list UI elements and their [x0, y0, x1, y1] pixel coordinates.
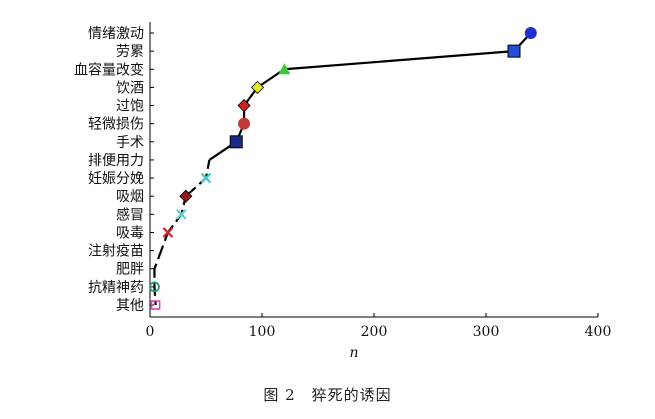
data-point-4 [237, 98, 251, 113]
data-point-5 [238, 117, 251, 130]
category-label-8: 妊娠分娩 [88, 171, 144, 187]
x-tick-label-1: 100 [249, 324, 276, 340]
category-label-15: 其他 [116, 298, 144, 314]
data-point-9 [179, 189, 193, 203]
data-point-15 [150, 300, 161, 310]
category-label-9: 吸烟 [116, 189, 144, 205]
plot-area: 情绪激动劳累血容量改变饮酒过饱轻微损伤手术排便用力妊娠分娩吸烟感冒吸毒注射疫苗肥… [74, 22, 611, 361]
data-point-3 [250, 80, 265, 94]
category-label-0: 情绪激动 [88, 25, 144, 42]
series-segment-1 [284, 50, 515, 71]
category-label-6: 手术 [116, 135, 144, 151]
category-label-5: 轻微损伤 [88, 117, 144, 133]
data-point-14 [149, 281, 160, 293]
data-point-6 [229, 135, 243, 149]
category-label-13: 肥胖 [116, 262, 144, 278]
data-point-10 [176, 209, 187, 220]
category-label-1: 劳累 [116, 44, 144, 60]
x-axis-title: n [349, 345, 358, 361]
data-point-8 [200, 172, 212, 184]
category-label-11: 吸毒 [116, 225, 144, 241]
category-label-2: 血容量改变 [74, 61, 144, 78]
category-label-12: 注射疫苗 [88, 244, 144, 260]
category-label-14: 抗精神药 [88, 280, 144, 296]
x-tick-label-3: 300 [473, 324, 500, 340]
figure-caption: 图 2 猝死的诱因 [263, 386, 392, 404]
category-label-4: 过饱 [116, 99, 144, 115]
x-tick-label-0: 0 [146, 324, 155, 340]
series-segment-12 [153, 250, 163, 270]
data-point-11 [162, 227, 174, 238]
series-segment-11 [160, 232, 169, 251]
series-segment-14 [153, 286, 157, 306]
data-point-2 [278, 63, 291, 75]
data-point-0 [524, 27, 537, 39]
series-segment-7 [204, 159, 211, 179]
data-point-1 [507, 44, 521, 58]
x-tick-label-2: 200 [361, 324, 388, 340]
category-label-10: 感冒 [116, 206, 144, 223]
category-label-3: 饮酒 [116, 80, 144, 96]
x-tick-label-4: 400 [585, 324, 612, 340]
category-label-7: 排便用力 [88, 153, 144, 169]
